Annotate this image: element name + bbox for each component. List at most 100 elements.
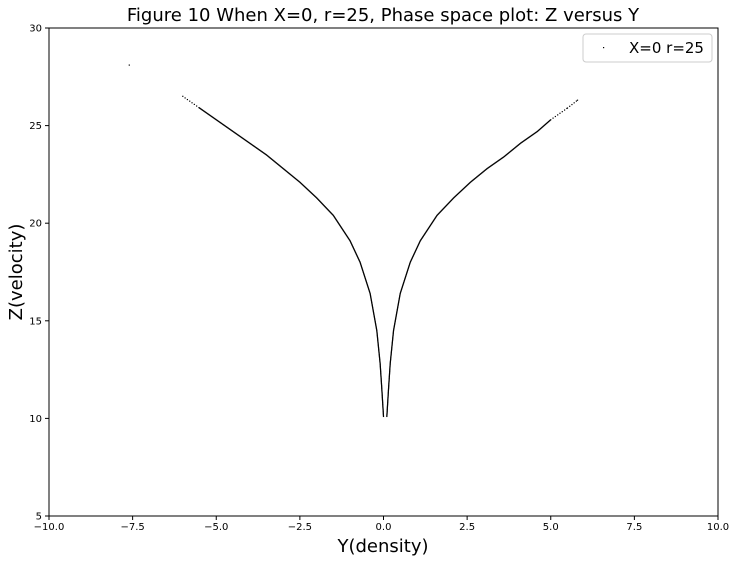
- scatter-point: [573, 102, 575, 104]
- scatter-point: [387, 399, 389, 401]
- scatter-point: [376, 336, 379, 338]
- scatter-point: [373, 315, 375, 318]
- scatter-point: [392, 335, 394, 337]
- scatter-point: [393, 328, 395, 330]
- scatter-point: [392, 339, 394, 341]
- scatter-point: [363, 275, 366, 277]
- scatter-point: [397, 304, 399, 306]
- scatter-point: [387, 396, 389, 398]
- scatter-point: [388, 376, 390, 378]
- scatter-point: [380, 377, 382, 379]
- scatter-point: [363, 273, 365, 276]
- scatter-point: [393, 327, 395, 329]
- scatter-point: [407, 267, 409, 269]
- scatter-point: [351, 244, 353, 246]
- scatter-point: [391, 344, 393, 346]
- scatter-point: [380, 370, 382, 373]
- scatter-point: [360, 265, 362, 267]
- scatter-point: [390, 350, 393, 352]
- scatter-point: [378, 357, 381, 359]
- scatter-point: [387, 401, 389, 403]
- scatter-point: [390, 352, 392, 354]
- scatter-point: [413, 252, 416, 254]
- scatter-point: [376, 335, 378, 337]
- scatter-point: [363, 274, 365, 276]
- scatter-point: [378, 356, 381, 358]
- scatter-point: [370, 297, 372, 299]
- scatter-point: [357, 257, 359, 259]
- scatter-point: [389, 361, 391, 363]
- scatter-point: [557, 114, 559, 116]
- scatter-point: [370, 297, 372, 299]
- scatter-point: [413, 254, 415, 256]
- scatter-point: [391, 341, 393, 344]
- scatter-point: [380, 383, 383, 385]
- scatter-point: [576, 99, 579, 101]
- y-tick-label: 5: [36, 512, 42, 523]
- scatter-point: [365, 279, 367, 281]
- scatter-point: [403, 281, 405, 283]
- legend-box: [582, 33, 713, 63]
- scatter-point: [369, 294, 372, 297]
- scatter-point: [367, 286, 369, 288]
- scatter-point: [379, 365, 381, 367]
- scatter-point: [389, 368, 391, 370]
- y-axis-label: Z(velocity): [6, 224, 27, 321]
- scatter-point: [387, 399, 389, 401]
- scatter-point: [408, 264, 410, 266]
- scatter-point: [377, 343, 379, 345]
- scatter-point: [386, 412, 388, 414]
- scatter-point: [374, 320, 376, 323]
- scatter-point: [386, 409, 388, 411]
- scatter-point: [389, 370, 391, 373]
- scatter-point: [409, 262, 411, 264]
- scatter-point: [387, 387, 390, 390]
- scatter-point: [416, 247, 418, 250]
- scatter-point: [379, 359, 381, 361]
- scatter-point: [411, 258, 413, 260]
- scatter-point: [376, 333, 378, 335]
- scatter-point: [389, 360, 392, 362]
- scatter-point: [386, 404, 389, 406]
- scatter-point: [389, 363, 391, 365]
- scatter-point: [371, 305, 373, 307]
- scatter-point: [396, 311, 398, 313]
- scatter-point: [360, 264, 362, 266]
- scatter-point: [411, 257, 413, 259]
- scatter-point: [402, 283, 404, 285]
- scatter-point: [352, 247, 354, 249]
- scatter-point: [386, 408, 388, 410]
- scatter-point: [356, 255, 358, 257]
- scatter-point: [387, 397, 389, 399]
- scatter-point: [391, 347, 393, 349]
- scatter-point: [358, 260, 361, 262]
- scatter-point: [393, 326, 395, 328]
- scatter-point: [369, 292, 371, 295]
- legend-label: X=0 r=25: [629, 39, 704, 57]
- scatter-point: [378, 351, 380, 353]
- scatter-point: [404, 276, 407, 278]
- scatter-point: [357, 258, 360, 260]
- scatter-point: [186, 98, 189, 101]
- scatter-point: [380, 374, 382, 376]
- scatter-point: [359, 262, 361, 264]
- scatter-point: [566, 107, 569, 109]
- scatter-point: [378, 355, 380, 357]
- x-tick-label: −7.5: [120, 522, 144, 533]
- scatter-point: [387, 398, 389, 400]
- scatter-point: [387, 392, 389, 394]
- scatter-point: [398, 298, 400, 300]
- scatter-point: [382, 405, 384, 407]
- scatter-point: [406, 271, 408, 274]
- scatter-point: [357, 257, 359, 259]
- scatter-point: [349, 240, 351, 243]
- scatter-point: [397, 301, 400, 304]
- scatter-point: [388, 379, 390, 381]
- scatter-point: [392, 330, 395, 332]
- scatter-point: [375, 327, 378, 330]
- scatter-point: [387, 390, 389, 392]
- scatter-point: [414, 251, 416, 253]
- scatter-point: [354, 251, 357, 254]
- scatter-point: [381, 386, 383, 388]
- scatter-point: [403, 282, 405, 284]
